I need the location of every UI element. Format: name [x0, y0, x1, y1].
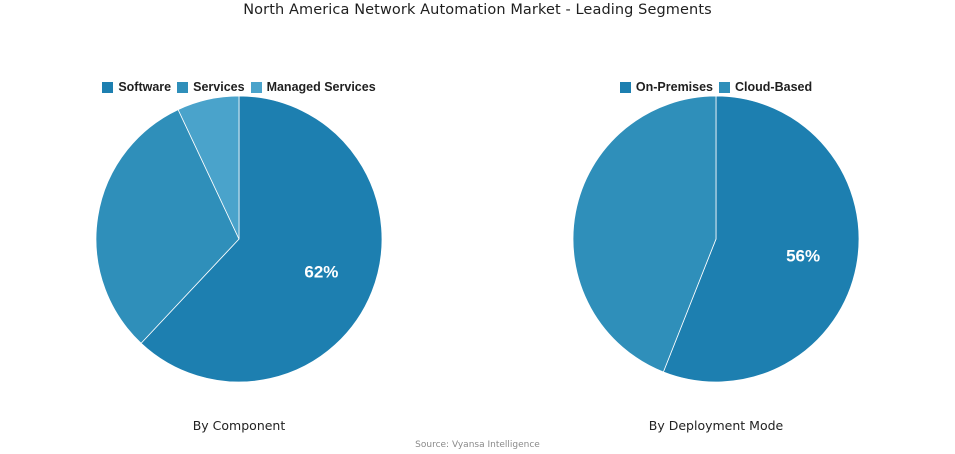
legend-label: On-Premises — [635, 80, 714, 94]
legend-label: Software — [118, 80, 172, 94]
legend-swatch — [719, 81, 731, 93]
deployment-pie-panel: On-Premises Cloud-Based 56% By Deployment… — [477, 0, 955, 454]
legend-item-managed-services: Managed Services — [250, 80, 376, 94]
component-pie-panel: Software Services Managed Services 62% By … — [0, 80, 478, 433]
legend-label: Cloud-Based — [735, 80, 813, 94]
pie-slice-on-premises — [662, 95, 860, 383]
legend-swatch — [619, 81, 631, 93]
pie-caption: By Component — [192, 418, 286, 433]
legend: Software Services Managed Services — [0, 80, 478, 94]
pie-slice-managed-services — [177, 95, 240, 240]
legend-swatch — [177, 81, 189, 93]
pie-chart: 62% — [95, 95, 383, 383]
legend: On-Premises Cloud-Based — [477, 80, 955, 94]
pie-slice-services — [95, 109, 240, 344]
pie-chart: 56% — [572, 95, 860, 383]
pie-slice-software — [140, 95, 383, 383]
legend-swatch — [102, 81, 114, 93]
data-label-software: 62% — [304, 263, 338, 282]
source-note: Source: Vyansa Intelligence — [415, 440, 540, 450]
legend-item-cloud-based: Cloud-Based — [719, 80, 812, 94]
legend-item-services: Services — [177, 80, 245, 94]
legend-item-software: Software — [102, 80, 171, 94]
data-label-on-premises: 56% — [786, 247, 820, 266]
pie-caption: By Deployment Mode — [648, 418, 784, 433]
legend-swatch — [250, 81, 262, 93]
legend-item-on-premises: On-Premises — [619, 80, 714, 94]
pie-slice-cloud-based — [572, 95, 717, 373]
chart-title: North America Network Automation Market … — [243, 2, 712, 18]
legend-label: Managed Services — [266, 80, 376, 94]
legend-label: Services — [193, 80, 245, 94]
